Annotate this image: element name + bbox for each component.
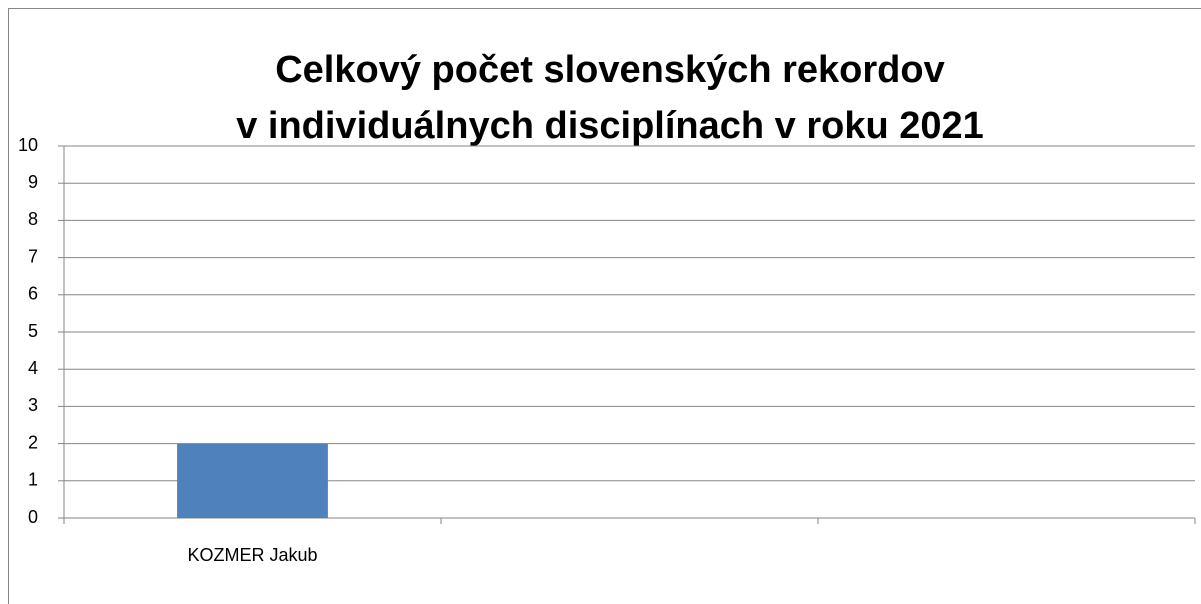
chart-title: Celkový počet slovenských rekordov	[275, 49, 945, 91]
y-tick-label: 6	[28, 284, 38, 304]
chart-title: v individuálnych disciplínach v roku 202…	[236, 105, 984, 147]
y-tick-label: 9	[28, 172, 38, 192]
y-tick-label: 4	[28, 358, 38, 378]
bar	[177, 443, 328, 518]
y-tick-label: 3	[28, 395, 38, 415]
y-tick-label: 2	[28, 432, 38, 452]
y-tick-label: 8	[28, 209, 38, 229]
y-tick-label: 1	[28, 470, 38, 490]
y-tick-label: 5	[28, 321, 38, 341]
y-tick-label: 0	[28, 507, 38, 527]
x-tick-label: KOZMER Jakub	[187, 545, 317, 565]
y-tick-label: 7	[28, 246, 38, 266]
y-tick-label: 10	[18, 135, 38, 155]
